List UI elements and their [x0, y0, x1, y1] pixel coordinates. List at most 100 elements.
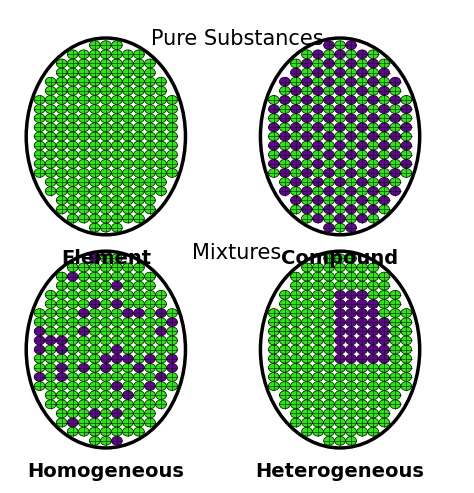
Ellipse shape [301, 345, 312, 354]
Ellipse shape [335, 159, 346, 168]
Ellipse shape [346, 400, 356, 409]
Ellipse shape [324, 169, 334, 177]
Ellipse shape [379, 382, 390, 390]
Ellipse shape [280, 299, 290, 309]
Ellipse shape [145, 391, 155, 400]
Ellipse shape [390, 318, 401, 327]
Ellipse shape [346, 418, 356, 427]
Text: Element: Element [61, 249, 151, 268]
Ellipse shape [291, 196, 301, 205]
Ellipse shape [291, 114, 301, 123]
Ellipse shape [312, 68, 323, 77]
Ellipse shape [324, 272, 334, 281]
Ellipse shape [45, 114, 56, 123]
Ellipse shape [78, 400, 89, 409]
Ellipse shape [301, 391, 312, 400]
Ellipse shape [346, 299, 356, 309]
Ellipse shape [268, 373, 279, 382]
Ellipse shape [357, 345, 367, 354]
Ellipse shape [78, 177, 89, 186]
Ellipse shape [78, 59, 89, 68]
Ellipse shape [100, 436, 111, 445]
Ellipse shape [301, 77, 312, 86]
Text: Compound: Compound [282, 249, 399, 268]
Ellipse shape [90, 169, 100, 177]
Ellipse shape [167, 354, 177, 363]
Ellipse shape [368, 327, 379, 336]
Ellipse shape [312, 114, 323, 123]
Ellipse shape [111, 114, 122, 123]
Ellipse shape [335, 436, 346, 445]
Ellipse shape [100, 96, 111, 105]
Ellipse shape [111, 263, 122, 272]
Ellipse shape [346, 150, 356, 159]
Ellipse shape [346, 41, 356, 50]
Ellipse shape [312, 418, 323, 427]
Ellipse shape [123, 309, 133, 317]
Ellipse shape [123, 214, 133, 223]
Ellipse shape [90, 327, 100, 336]
Ellipse shape [90, 391, 100, 400]
Ellipse shape [155, 105, 166, 113]
Ellipse shape [145, 345, 155, 354]
Ellipse shape [401, 363, 412, 372]
Ellipse shape [67, 196, 78, 205]
Ellipse shape [167, 309, 177, 317]
Ellipse shape [379, 409, 390, 418]
Ellipse shape [100, 132, 111, 141]
Ellipse shape [155, 382, 166, 390]
Ellipse shape [312, 105, 323, 113]
Ellipse shape [111, 418, 122, 427]
Ellipse shape [67, 96, 78, 105]
Ellipse shape [90, 132, 100, 141]
Ellipse shape [324, 409, 334, 418]
Ellipse shape [346, 382, 356, 390]
Ellipse shape [324, 214, 334, 223]
Ellipse shape [145, 105, 155, 113]
Ellipse shape [346, 254, 356, 263]
Ellipse shape [67, 77, 78, 86]
Ellipse shape [90, 409, 100, 418]
Ellipse shape [123, 391, 133, 400]
Ellipse shape [45, 354, 56, 363]
Ellipse shape [78, 272, 89, 281]
Ellipse shape [56, 187, 67, 196]
Ellipse shape [145, 309, 155, 317]
Ellipse shape [368, 382, 379, 390]
Ellipse shape [90, 96, 100, 105]
Ellipse shape [78, 159, 89, 168]
Ellipse shape [111, 373, 122, 382]
Ellipse shape [155, 309, 166, 317]
Ellipse shape [100, 150, 111, 159]
Ellipse shape [100, 336, 111, 345]
Ellipse shape [78, 68, 89, 77]
Ellipse shape [312, 77, 323, 86]
Ellipse shape [280, 327, 290, 336]
Ellipse shape [155, 345, 166, 354]
Ellipse shape [78, 382, 89, 390]
Ellipse shape [134, 427, 145, 436]
Ellipse shape [134, 418, 145, 427]
Ellipse shape [56, 77, 67, 86]
Ellipse shape [145, 205, 155, 214]
Ellipse shape [123, 59, 133, 68]
Ellipse shape [335, 50, 346, 59]
Ellipse shape [346, 196, 356, 205]
Ellipse shape [111, 187, 122, 196]
Ellipse shape [45, 327, 56, 336]
Ellipse shape [401, 150, 412, 159]
Ellipse shape [357, 290, 367, 299]
Ellipse shape [335, 391, 346, 400]
Ellipse shape [45, 373, 56, 382]
Ellipse shape [134, 354, 145, 363]
Ellipse shape [145, 86, 155, 95]
Ellipse shape [312, 187, 323, 196]
Ellipse shape [56, 205, 67, 214]
Ellipse shape [368, 400, 379, 409]
Ellipse shape [346, 409, 356, 418]
Ellipse shape [335, 77, 346, 86]
Ellipse shape [67, 427, 78, 436]
Ellipse shape [145, 318, 155, 327]
Ellipse shape [155, 363, 166, 372]
Ellipse shape [346, 77, 356, 86]
